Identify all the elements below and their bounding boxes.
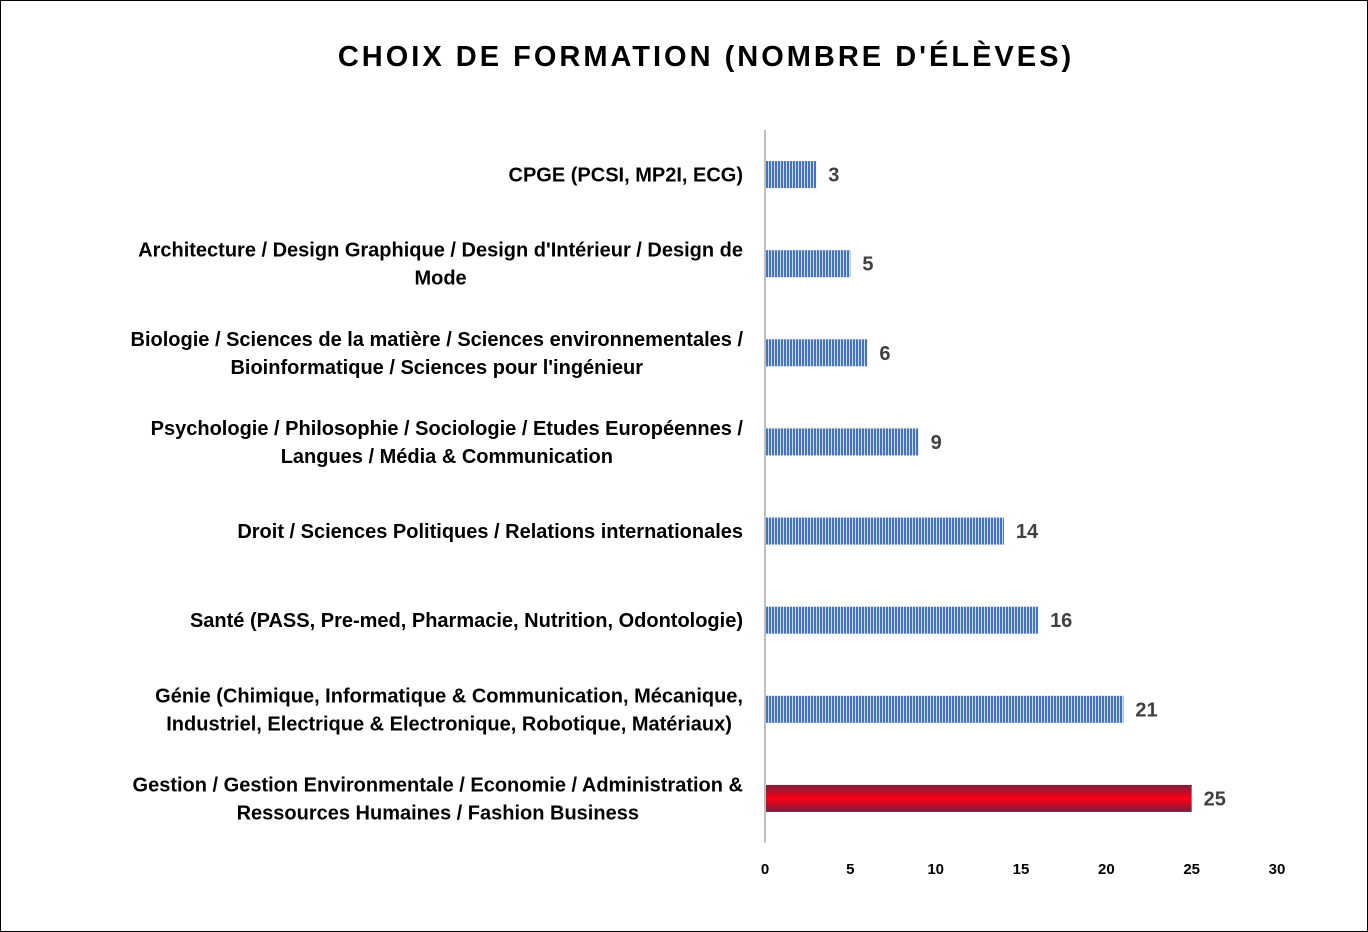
data-label: 16 <box>1050 610 1072 632</box>
x-tick-label: 15 <box>1013 861 1030 878</box>
bar <box>765 517 1004 545</box>
category-label: CPGE (PCSI, MP2I, ECG) <box>509 165 743 187</box>
x-tick-label: 5 <box>846 861 854 878</box>
data-label: 6 <box>879 343 890 365</box>
category-label: Psychologie / Philosophie / Sociologie /… <box>151 418 744 468</box>
category-label: Droit / Sciences Politiques / Relations … <box>237 521 743 543</box>
category-label: Gestion / Gestion Environmentale / Econo… <box>133 774 743 824</box>
axis-layer: 0 5 10 15 20 25 30 <box>761 130 1286 878</box>
bar <box>765 695 1124 723</box>
data-label: 9 <box>931 432 942 454</box>
bars-layer <box>765 161 1192 812</box>
category-label: Santé (PASS, Pre-med, Pharmacie, Nutriti… <box>190 610 743 632</box>
data-label: 3 <box>828 165 839 187</box>
data-label: 21 <box>1135 699 1157 721</box>
x-tick-label: 30 <box>1269 861 1286 878</box>
x-tick-label: 20 <box>1098 861 1115 878</box>
data-label: 25 <box>1204 788 1226 810</box>
x-tick-label: 25 <box>1183 861 1200 878</box>
x-tick-label: 0 <box>761 861 769 878</box>
bar <box>765 250 851 278</box>
chart-title: CHOIX DE FORMATION (NOMBRE D'ÉLÈVES) <box>337 41 1075 73</box>
bar <box>765 339 868 367</box>
x-tick-label: 10 <box>927 861 944 878</box>
bar <box>765 606 1039 634</box>
category-label: Architecture / Design Graphique / Design… <box>138 240 743 290</box>
data-label: 14 <box>1016 521 1039 543</box>
bar <box>765 161 817 189</box>
labels-layer: 3 CPGE (PCSI, MP2I, ECG) 5 Architecture / D… <box>131 165 1226 825</box>
bar <box>765 428 919 456</box>
category-label: Génie (Chimique, Informatique & Communic… <box>155 685 743 735</box>
bar-highlight <box>765 784 1192 812</box>
category-label: Biologie / Sciences de la matière / Scie… <box>131 329 744 379</box>
data-label: 5 <box>862 254 873 276</box>
